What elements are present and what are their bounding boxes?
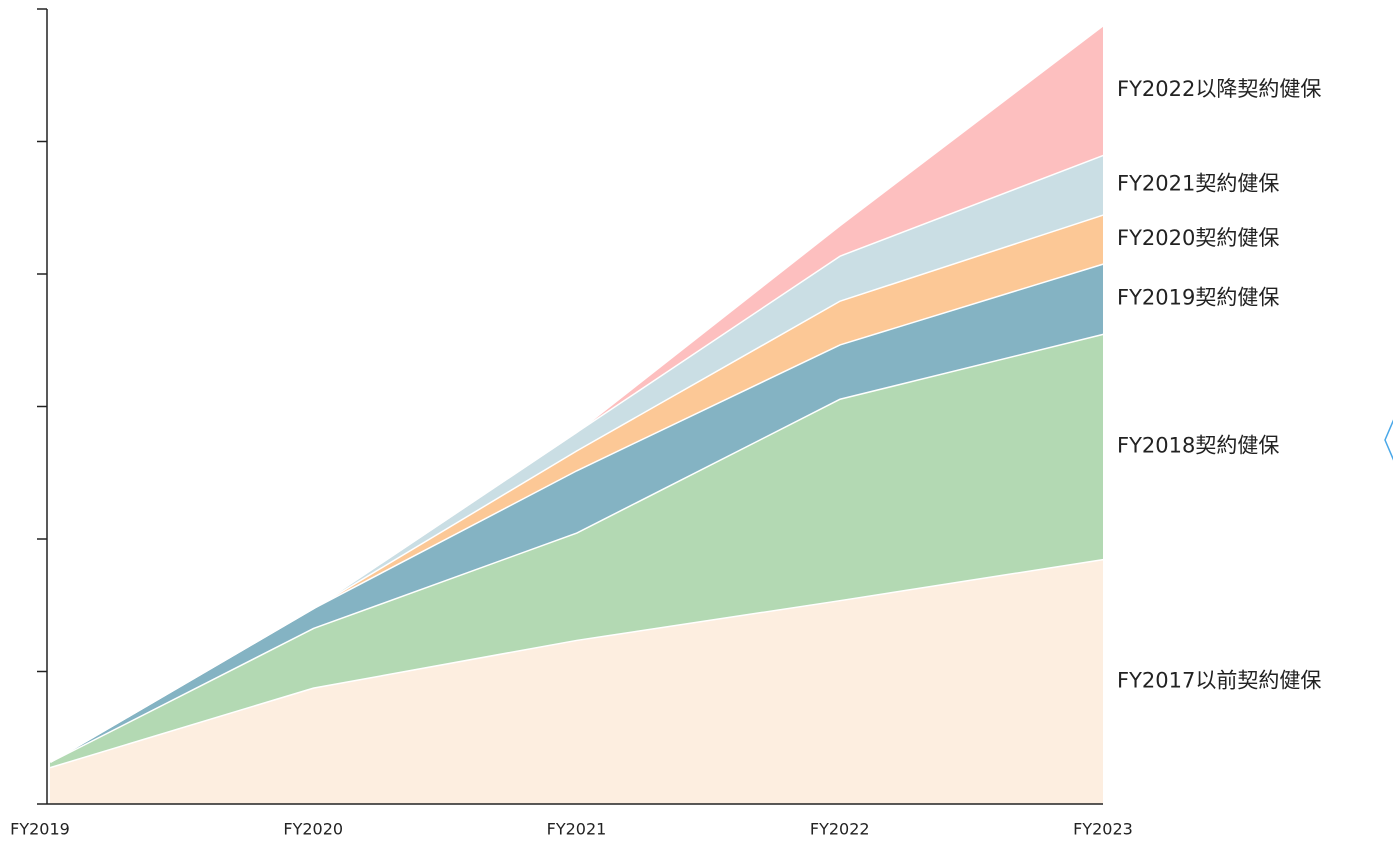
x-tick-label: FY2021 [547, 820, 607, 839]
x-tick-label: FY2022 [810, 820, 870, 839]
x-tick-label: FY2019 [10, 820, 70, 839]
series-label: FY2019契約健保 [1117, 286, 1279, 310]
area [50, 214, 1103, 762]
chevron[interactable] [1384, 405, 1393, 475]
area [50, 558, 1103, 804]
area [50, 333, 1103, 767]
x-tick-label: FY2020 [283, 820, 343, 839]
series-label: FY2017以前契約健保 [1117, 668, 1321, 692]
areas [49, 23, 1104, 804]
area [50, 263, 1103, 762]
area [50, 154, 1103, 762]
x-tick-label: FY2023 [1073, 820, 1133, 839]
series-label: FY2018契約健保 [1117, 433, 1279, 457]
separator [49, 23, 1104, 763]
series-label: FY2021契約健保 [1117, 172, 1279, 196]
series-label: FY2020契約健保 [1117, 226, 1279, 250]
series-label: FY2022以降契約健保 [1117, 77, 1321, 101]
